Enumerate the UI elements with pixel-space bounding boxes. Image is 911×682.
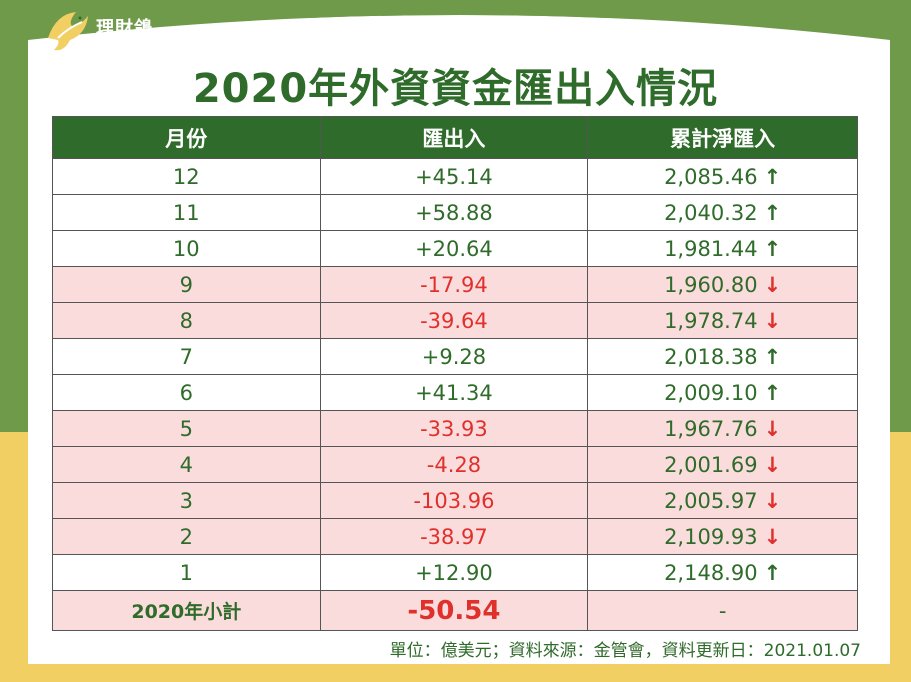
total-flow: -50.54 xyxy=(319,590,589,631)
flow-cell: +20.64 xyxy=(319,230,589,267)
flow-cell: -17.94 xyxy=(319,266,589,303)
cumulative-value: 2,018.38 xyxy=(664,344,758,369)
cumulative-value: 2,001.69 xyxy=(664,452,758,477)
table-row: 5 -33.93 1,967.76 ↓ xyxy=(52,410,858,447)
table-row: 3 -103.96 2,005.97 ↓ xyxy=(52,482,858,519)
cumulative-value: 1,967.76 xyxy=(664,416,758,441)
arrow-up-icon: ↑ xyxy=(763,236,782,261)
cumulative-value: 2,005.97 xyxy=(664,488,758,513)
cumulative-value: 1,981.44 xyxy=(664,236,758,261)
arrow-up-icon: ↑ xyxy=(763,560,782,585)
cumulative-cell: 2,085.46 ↑ xyxy=(587,158,858,195)
flow-cell: -4.28 xyxy=(319,446,589,483)
arrow-down-icon: ↓ xyxy=(763,452,782,477)
table-row: 8 -39.64 1,978.74 ↓ xyxy=(52,302,858,339)
arrow-down-icon: ↓ xyxy=(763,272,782,297)
cumulative-cell: 2,009.10 ↑ xyxy=(587,374,858,411)
arrow-down-icon: ↓ xyxy=(763,416,782,441)
month-cell: 10 xyxy=(52,230,321,267)
table-row: 12 +45.14 2,085.46 ↑ xyxy=(52,158,858,195)
flow-cell: -39.64 xyxy=(319,302,589,339)
total-cumulative: - xyxy=(587,590,858,631)
cumulative-cell: 2,001.69 ↓ xyxy=(587,446,858,483)
month-cell: 11 xyxy=(52,194,321,231)
table-row: 11 +58.88 2,040.32 ↑ xyxy=(52,194,858,231)
flow-cell: +12.90 xyxy=(319,554,589,591)
cumulative-cell: 1,967.76 ↓ xyxy=(587,410,858,447)
table-total-row: 2020年小計 -50.54 - xyxy=(52,590,858,631)
arrow-up-icon: ↑ xyxy=(763,344,782,369)
card-top-curve xyxy=(28,0,890,60)
month-cell: 8 xyxy=(52,302,321,339)
arrow-down-icon: ↓ xyxy=(763,488,782,513)
table-row: 10 +20.64 1,981.44 ↑ xyxy=(52,230,858,267)
brand-name: 理財鴿 xyxy=(96,18,153,39)
cumulative-cell: 2,040.32 ↑ xyxy=(587,194,858,231)
cumulative-cell: 2,018.38 ↑ xyxy=(587,338,858,375)
flow-cell: -33.93 xyxy=(319,410,589,447)
table-row: 7 +9.28 2,018.38 ↑ xyxy=(52,338,858,375)
table-row: 2 -38.97 2,109.93 ↓ xyxy=(52,518,858,555)
flow-cell: +9.28 xyxy=(319,338,589,375)
cumulative-value: 2,085.46 xyxy=(664,164,758,189)
cumulative-value: 2,148.90 xyxy=(664,560,758,585)
arrow-up-icon: ↑ xyxy=(763,380,782,405)
brand-subtitle: FintechGO xyxy=(96,36,143,46)
month-cell: 4 xyxy=(52,446,321,483)
cumulative-value: 1,978.74 xyxy=(664,308,758,333)
cumulative-value: 1,960.80 xyxy=(664,272,758,297)
month-cell: 7 xyxy=(52,338,321,375)
cumulative-cell: 1,978.74 ↓ xyxy=(587,302,858,339)
capital-flow-table: 月份 匯出入 累計淨匯入 12 +45.14 2,085.46 ↑ 11 +58.88 2,… xyxy=(52,116,858,631)
column-header-cumulative: 累計淨匯入 xyxy=(587,116,858,159)
table-row: 9 -17.94 1,960.80 ↓ xyxy=(52,266,858,303)
column-header-flow: 匯出入 xyxy=(319,116,589,159)
table-row: 1 +12.90 2,148.90 ↑ xyxy=(52,554,858,591)
month-cell: 6 xyxy=(52,374,321,411)
flow-cell: -38.97 xyxy=(319,518,589,555)
arrow-up-icon: ↑ xyxy=(763,164,782,189)
cumulative-cell: 2,148.90 ↑ xyxy=(587,554,858,591)
cumulative-cell: 1,960.80 ↓ xyxy=(587,266,858,303)
page-title: 2020年外資資金匯出入情況 xyxy=(192,66,719,112)
month-cell: 12 xyxy=(52,158,321,195)
table-row: 6 +41.34 2,009.10 ↑ xyxy=(52,374,858,411)
month-cell: 1 xyxy=(52,554,321,591)
cumulative-cell: 1,981.44 ↑ xyxy=(587,230,858,267)
cumulative-value: 2,109.93 xyxy=(664,524,758,549)
cumulative-value: 2,040.32 xyxy=(664,200,758,225)
table-header-row: 月份 匯出入 累計淨匯入 xyxy=(52,116,858,159)
dove-icon xyxy=(48,12,88,51)
total-label: 2020年小計 xyxy=(52,590,321,631)
flow-cell: +58.88 xyxy=(319,194,589,231)
month-cell: 5 xyxy=(52,410,321,447)
month-cell: 9 xyxy=(52,266,321,303)
brand-logo xyxy=(42,8,192,54)
month-cell: 3 xyxy=(52,482,321,519)
cumulative-cell: 2,109.93 ↓ xyxy=(587,518,858,555)
flow-cell: +45.14 xyxy=(319,158,589,195)
month-cell: 2 xyxy=(52,518,321,555)
arrow-down-icon: ↓ xyxy=(763,308,782,333)
table-row: 4 -4.28 2,001.69 ↓ xyxy=(52,446,858,483)
cumulative-value: 2,009.10 xyxy=(664,380,758,405)
cumulative-cell: 2,005.97 ↓ xyxy=(587,482,858,519)
flow-cell: +41.34 xyxy=(319,374,589,411)
source-note: 單位：億美元；資料來源：金管會，資料更新日：2021.01.07 xyxy=(389,641,861,661)
flow-cell: -103.96 xyxy=(319,482,589,519)
arrow-down-icon: ↓ xyxy=(763,524,782,549)
arrow-up-icon: ↑ xyxy=(763,200,782,225)
column-header-month: 月份 xyxy=(52,116,321,159)
